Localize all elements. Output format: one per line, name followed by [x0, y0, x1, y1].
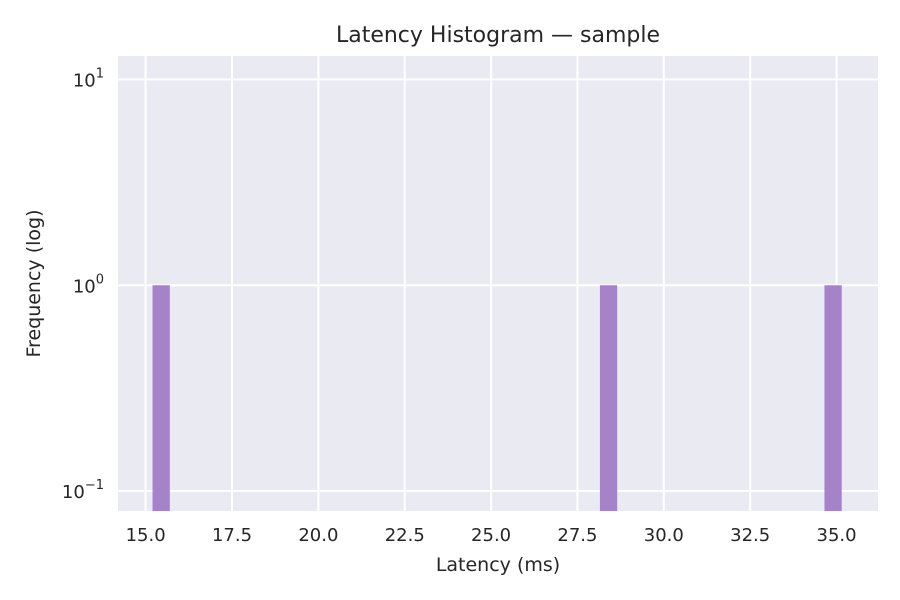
x-axis-label: Latency (ms)	[436, 554, 560, 576]
x-tick-label: 22.5	[385, 525, 425, 546]
histogram-bars	[152, 285, 842, 511]
y-axis-label: Frequency (log)	[23, 210, 45, 358]
x-tick-label: 25.0	[471, 525, 511, 546]
y-gridlines	[118, 78, 878, 493]
x-tick-label: 27.5	[557, 525, 597, 546]
histogram-bar	[599, 285, 618, 511]
y-tick-labels: 10−1 100 101	[62, 66, 104, 503]
x-tick-label: 20.0	[298, 525, 338, 546]
x-tick-label: 15.0	[126, 525, 166, 546]
x-gridlines	[144, 56, 838, 511]
y-tick-label: 10−1	[62, 478, 104, 503]
y-tick-label: 101	[73, 66, 104, 91]
x-tick-labels: 15.0 17.5 20.0 22.5 25.0 27.5 30.0 32.5 35.0	[126, 525, 857, 546]
x-tick-label: 30.0	[644, 525, 684, 546]
chart-title: Latency Histogram — sample	[336, 23, 660, 48]
y-tick-label: 100	[73, 272, 104, 297]
x-tick-label: 17.5	[212, 525, 252, 546]
x-tick-label: 32.5	[730, 525, 770, 546]
plot-area	[118, 56, 878, 511]
histogram-bar	[824, 285, 842, 511]
x-tick-label: 35.0	[817, 525, 857, 546]
histogram-bar	[152, 285, 170, 511]
